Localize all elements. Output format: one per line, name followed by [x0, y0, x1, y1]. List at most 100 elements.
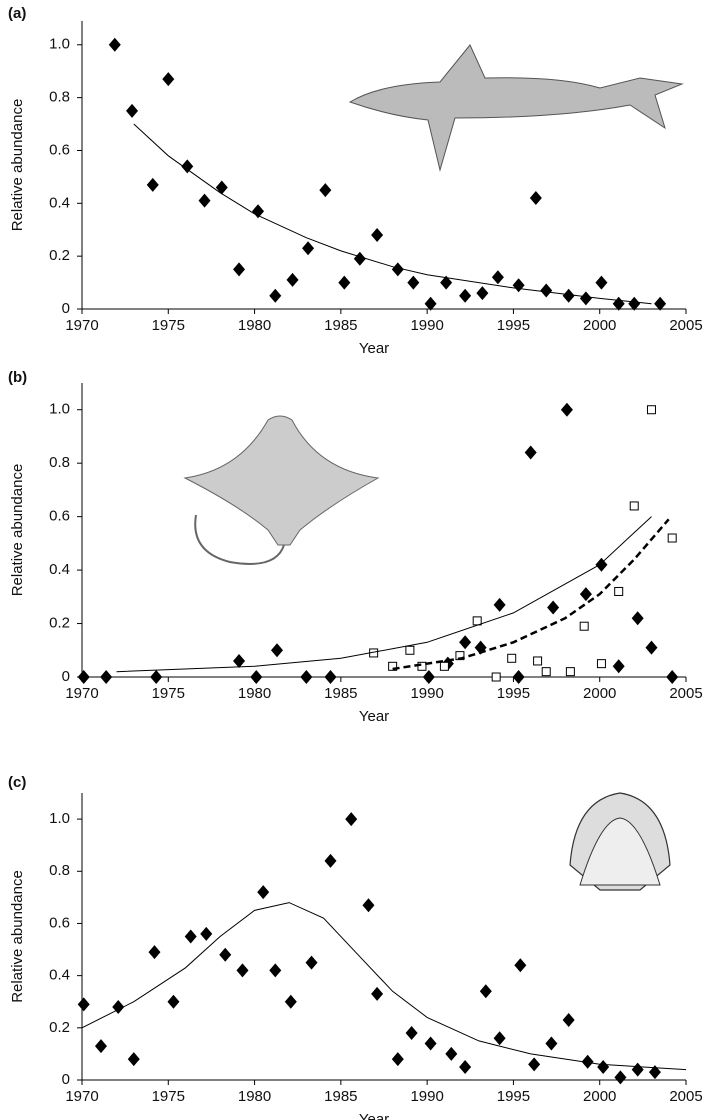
data-point: [579, 291, 592, 306]
data-point: [162, 72, 175, 87]
panel: (c) 1970 1975 1980 1985 1990 1995 2000 2005 0 0.2 0…: [8, 774, 703, 1120]
fit-line: [116, 516, 652, 673]
data-point: [440, 275, 453, 290]
data-point: [371, 228, 384, 243]
x-tick-label: 1970: [65, 317, 98, 334]
data-point: [236, 963, 249, 978]
data-point: [595, 275, 608, 290]
data-point: [269, 963, 282, 978]
data-point: [540, 283, 553, 298]
data-point: [424, 296, 437, 311]
y-axis-label: Relative abundance: [9, 870, 26, 1003]
data-point: [286, 272, 299, 287]
data-point: [533, 656, 543, 666]
data-point: [491, 672, 501, 682]
data-point: [405, 1026, 418, 1041]
data-point: [654, 296, 667, 311]
data-point: [148, 945, 161, 960]
y-axis-label: Relative abundance: [9, 464, 26, 597]
x-axis-label: Year: [359, 340, 389, 357]
data-point: [108, 37, 121, 52]
data-point: [126, 103, 139, 118]
y-tick-label: 0.4: [49, 561, 70, 578]
y-tick-label: 0.6: [49, 914, 70, 931]
data-point: [614, 586, 624, 596]
fit-line: [392, 518, 670, 671]
y-tick-label: 0.2: [49, 615, 70, 632]
data-point: [215, 180, 228, 195]
data-point: [233, 262, 246, 277]
x-tick-label: 1990: [410, 685, 443, 702]
x-tick-label: 2000: [583, 317, 616, 334]
x-tick-label: 1995: [497, 317, 530, 334]
data-point: [645, 640, 658, 655]
data-point: [514, 958, 527, 973]
data-point: [512, 278, 525, 293]
y-tick-label: 0.4: [49, 194, 70, 211]
data-point: [345, 812, 358, 827]
data-point: [257, 885, 270, 900]
x-tick-label: 1980: [238, 685, 271, 702]
data-point: [112, 999, 125, 1014]
x-tick-label: 2000: [583, 1088, 616, 1105]
y-tick-label: 0: [62, 300, 70, 317]
data-point: [666, 670, 679, 684]
data-point: [353, 251, 366, 266]
data-point: [305, 955, 318, 970]
x-tick-label: 1985: [324, 1088, 357, 1105]
data-point: [631, 1062, 644, 1077]
data-point: [146, 177, 159, 192]
data-point: [646, 405, 656, 415]
data-point: [507, 653, 517, 663]
y-tick-label: 0.8: [49, 454, 70, 471]
x-tick-label: 2005: [669, 317, 702, 334]
x-tick-label: 1985: [324, 317, 357, 334]
data-point: [547, 600, 560, 615]
data-point: [579, 621, 589, 631]
data-point: [581, 1054, 594, 1069]
data-point: [405, 645, 415, 655]
data-point: [562, 1012, 575, 1027]
x-tick-label: 2005: [669, 1088, 702, 1105]
data-point: [219, 947, 232, 962]
data-point: [445, 1046, 458, 1061]
data-point: [476, 286, 489, 301]
data-point: [597, 1059, 610, 1074]
data-point: [127, 1052, 140, 1067]
x-axis-label: Year: [359, 708, 389, 725]
data-point: [493, 597, 506, 612]
shark-illustration: [348, 44, 684, 172]
y-tick-label: 0.6: [49, 508, 70, 525]
data-point: [479, 984, 492, 999]
data-point: [612, 659, 625, 674]
y-axis-label: Relative abundance: [9, 99, 26, 232]
data-point: [324, 853, 337, 868]
data-point: [338, 275, 351, 290]
y-tick-label: 0.2: [49, 247, 70, 264]
x-tick-label: 1970: [65, 685, 98, 702]
x-tick-label: 1970: [65, 1088, 98, 1105]
y-tick-label: 0.4: [49, 967, 70, 984]
data-point: [284, 994, 297, 1009]
x-tick-label: 2005: [669, 685, 702, 702]
x-tick-label: 1975: [152, 685, 185, 702]
panel: (b) 1970 1975 1980 1985 1990 1995 2000 2005 0 0.2 0…: [8, 369, 703, 725]
x-tick-label: 2000: [583, 685, 616, 702]
data-point: [407, 275, 420, 290]
data-point: [439, 661, 449, 671]
data-point: [324, 670, 337, 684]
data-point: [459, 635, 472, 650]
data-point: [628, 296, 641, 311]
y-tick-label: 0.6: [49, 141, 70, 158]
data-point: [524, 445, 537, 460]
data-point: [422, 670, 435, 684]
scallop-illustration: [569, 792, 671, 891]
data-point: [271, 643, 284, 658]
data-point: [181, 159, 194, 174]
data-point: [667, 533, 677, 543]
data-point: [565, 667, 575, 677]
x-tick-label: 1980: [238, 1088, 271, 1105]
data-point: [319, 183, 332, 198]
x-tick-label: 1995: [497, 685, 530, 702]
